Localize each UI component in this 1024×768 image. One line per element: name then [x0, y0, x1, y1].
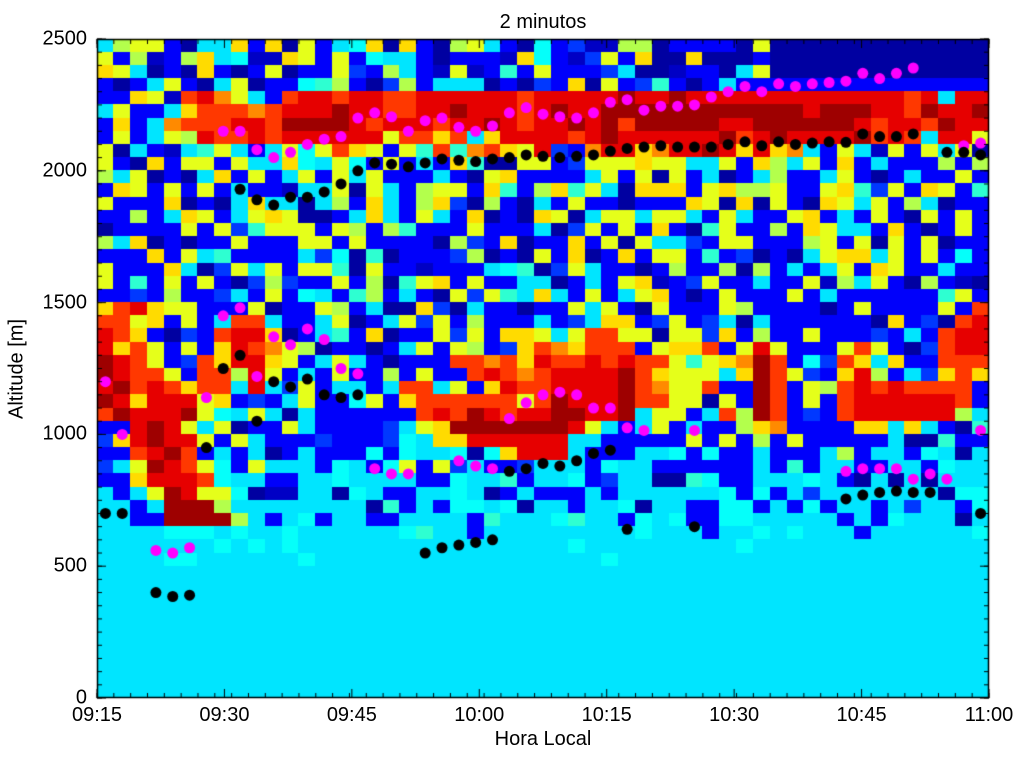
y-tick-label: 1500: [43, 291, 88, 314]
y-tick-label: 1000: [43, 423, 88, 446]
x-tick-label: 10:15: [582, 704, 632, 727]
y-tick-label: 2500: [43, 28, 88, 51]
x-tick-label: 10:30: [709, 704, 759, 727]
y-tick-label: 500: [54, 555, 87, 578]
overlay-canvas: [0, 0, 1024, 768]
y-tick-label: 2000: [43, 159, 88, 182]
x-tick-label: 09:30: [199, 704, 249, 727]
x-tick-label: 11:00: [965, 704, 1014, 727]
y-tick-label: 0: [76, 687, 87, 710]
x-tick-label: 09:45: [327, 704, 377, 727]
chart-container: 2 minutos Hora Local Altitude [m] 09:150…: [0, 0, 1024, 768]
x-tick-label: 10:45: [837, 704, 887, 727]
x-tick-label: 10:00: [454, 704, 504, 727]
